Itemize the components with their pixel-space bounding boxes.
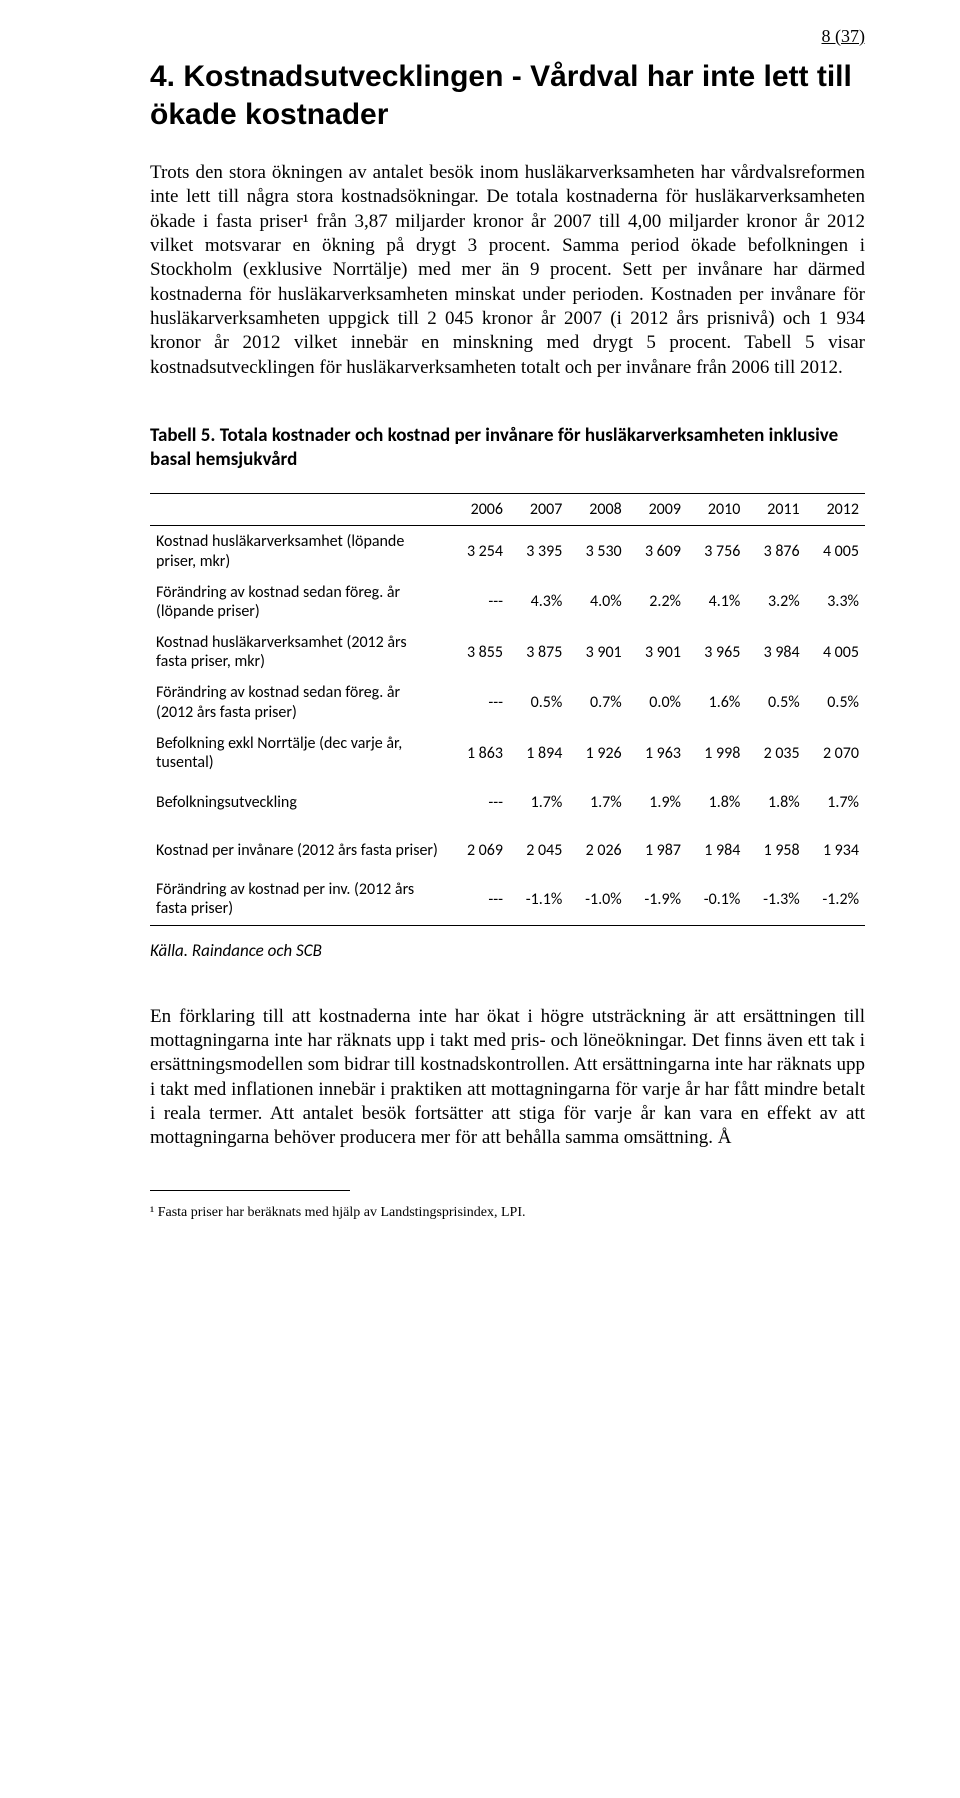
table-cell: 1.8% — [746, 778, 805, 826]
section-title: 4. Kostnadsutvecklingen - Vårdval har in… — [150, 58, 865, 133]
table-cell: 3 875 — [509, 627, 568, 677]
table-row: Kostnad husläkarverksamhet (2012 års fas… — [150, 627, 865, 677]
table-header-cell: 2007 — [509, 494, 568, 526]
table-cell: Förändring av kostnad per inv. (2012 års… — [150, 874, 450, 925]
table-cell: 1 934 — [806, 826, 865, 874]
table-cell: 0.5% — [806, 677, 865, 727]
table-body: Kostnad husläkarverksamhet (löpande pris… — [150, 526, 865, 925]
table-cell: 1.7% — [509, 778, 568, 826]
table-header-cell: 2011 — [746, 494, 805, 526]
table-cell: 4 005 — [806, 526, 865, 577]
table-cell: 3.2% — [746, 577, 805, 627]
table-cell: 2 035 — [746, 728, 805, 778]
table-header-cell: 2010 — [687, 494, 746, 526]
bottom-paragraph: En förklaring till att kostnaderna inte … — [150, 1005, 865, 1151]
table-cell: 3 756 — [687, 526, 746, 577]
table-header-cell: 2008 — [568, 494, 627, 526]
table-cell: 1 926 — [568, 728, 627, 778]
table-row: Befolkning exkl Norrtälje (dec varje år,… — [150, 728, 865, 778]
table-cell: Befolkningsutveckling — [150, 778, 450, 826]
table-row: Förändring av kostnad sedan föreg. år (l… — [150, 577, 865, 627]
table-cell: 2 045 — [509, 826, 568, 874]
table-source: Källa. Raindance och SCB — [150, 940, 865, 961]
main-paragraph: Trots den stora ökningen av antalet besö… — [150, 161, 865, 380]
table-header-row: 2006 2007 2008 2009 2010 2011 2012 — [150, 494, 865, 526]
table-cell: -1.3% — [746, 874, 805, 925]
table-cell: -0.1% — [687, 874, 746, 925]
table-cell: 3 901 — [628, 627, 687, 677]
table-cell: 1 958 — [746, 826, 805, 874]
table-cell: 1.6% — [687, 677, 746, 727]
table-cell: 1 963 — [628, 728, 687, 778]
table-cell: --- — [450, 874, 509, 925]
table-cell: -1.0% — [568, 874, 627, 925]
table-header-cell: 2012 — [806, 494, 865, 526]
table-cell: 3 984 — [746, 627, 805, 677]
footnote: ¹ Fasta priser har beräknats med hjälp a… — [150, 1205, 865, 1222]
table-cell: 1.7% — [806, 778, 865, 826]
table-cell: 1.7% — [568, 778, 627, 826]
table-cell: 1 894 — [509, 728, 568, 778]
table-cell: 3 254 — [450, 526, 509, 577]
table-cell: -1.2% — [806, 874, 865, 925]
table-cell: Kostnad per invånare (2012 års fasta pri… — [150, 826, 450, 874]
table-cell: 2 026 — [568, 826, 627, 874]
table-cell: 3 855 — [450, 627, 509, 677]
table-cell: 2.2% — [628, 577, 687, 627]
table-row: Befolkningsutveckling --- 1.7% 1.7% 1.9%… — [150, 778, 865, 826]
table-cell: 3 901 — [568, 627, 627, 677]
table-cell: 1.9% — [628, 778, 687, 826]
table-cell: 0.0% — [628, 677, 687, 727]
table-cell: -1.9% — [628, 874, 687, 925]
table-row: Kostnad husläkarverksamhet (löpande pris… — [150, 526, 865, 577]
table-cell: 3.3% — [806, 577, 865, 627]
table-cell: 1 998 — [687, 728, 746, 778]
table-cell: 4.0% — [568, 577, 627, 627]
table-header-cell: 2006 — [450, 494, 509, 526]
table-cell: 0.7% — [568, 677, 627, 727]
cost-table: 2006 2007 2008 2009 2010 2011 2012 Kostn… — [150, 493, 865, 925]
table-cell: -1.1% — [509, 874, 568, 925]
table-cell: 3 530 — [568, 526, 627, 577]
table-cell: 2 069 — [450, 826, 509, 874]
table-cell: 4 005 — [806, 627, 865, 677]
table-cell: 1 987 — [628, 826, 687, 874]
table-row: Förändring av kostnad per inv. (2012 års… — [150, 874, 865, 925]
table-row: Förändring av kostnad sedan föreg. år (2… — [150, 677, 865, 727]
table-cell: 3 395 — [509, 526, 568, 577]
table-cell: Befolkning exkl Norrtälje (dec varje år,… — [150, 728, 450, 778]
table-cell: Förändring av kostnad sedan föreg. år (l… — [150, 577, 450, 627]
table-cell: 4.3% — [509, 577, 568, 627]
footnote-separator — [150, 1190, 350, 1191]
table-cell: 1 863 — [450, 728, 509, 778]
document-page: 8 (37) 4. Kostnadsutvecklingen - Vårdval… — [0, 0, 960, 1798]
table-title: Tabell 5. Totala kostnader och kostnad p… — [150, 424, 865, 472]
table-cell: 3 876 — [746, 526, 805, 577]
page-number: 8 (37) — [822, 26, 866, 47]
table-cell: --- — [450, 577, 509, 627]
table-cell: --- — [450, 778, 509, 826]
table-cell: Kostnad husläkarverksamhet (löpande pris… — [150, 526, 450, 577]
table-row: Kostnad per invånare (2012 års fasta pri… — [150, 826, 865, 874]
table-cell: 4.1% — [687, 577, 746, 627]
table-cell: 2 070 — [806, 728, 865, 778]
table-header-cell — [150, 494, 450, 526]
table-cell: --- — [450, 677, 509, 727]
table-cell: 0.5% — [746, 677, 805, 727]
table-cell: Kostnad husläkarverksamhet (2012 års fas… — [150, 627, 450, 677]
table-cell: 0.5% — [509, 677, 568, 727]
table-cell: 1 984 — [687, 826, 746, 874]
table-cell: 1.8% — [687, 778, 746, 826]
table-cell: 3 609 — [628, 526, 687, 577]
table-header-cell: 2009 — [628, 494, 687, 526]
table-cell: Förändring av kostnad sedan föreg. år (2… — [150, 677, 450, 727]
table-cell: 3 965 — [687, 627, 746, 677]
